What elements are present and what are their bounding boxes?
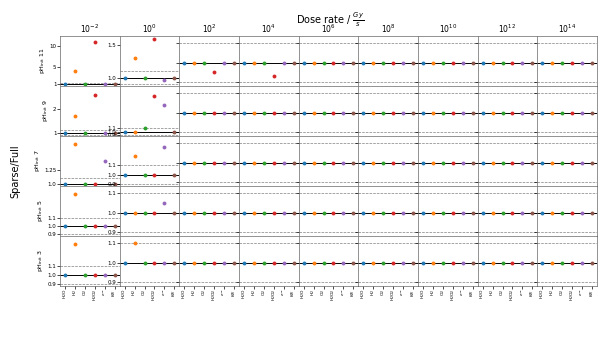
Y-axis label: pH$_{\mathrm{init}}$ 9: pH$_{\mathrm{init}}$ 9 [41,99,50,122]
Title: $10^{8}$: $10^{8}$ [381,22,395,35]
Title: $10^{0}$: $10^{0}$ [142,22,157,35]
Title: $10^{12}$: $10^{12}$ [499,22,517,35]
Title: $10^{6}$: $10^{6}$ [321,22,336,35]
Title: $10^{4}$: $10^{4}$ [262,22,276,35]
Text: Dose rate / $\frac{Gy}{s}$: Dose rate / $\frac{Gy}{s}$ [296,11,364,29]
Y-axis label: pH$_{\mathrm{init}}$ 11: pH$_{\mathrm{init}}$ 11 [38,47,47,74]
Y-axis label: pH$_{\mathrm{init}}$ 3: pH$_{\mathrm{init}}$ 3 [36,249,45,272]
Title: $10^{-2}$: $10^{-2}$ [80,22,100,35]
Y-axis label: pH$_{\mathrm{init}}$ 5: pH$_{\mathrm{init}}$ 5 [36,199,45,222]
Title: $10^{14}$: $10^{14}$ [558,22,576,35]
Title: $10^{10}$: $10^{10}$ [439,22,457,35]
Title: $10^{2}$: $10^{2}$ [202,22,217,35]
Text: Sparse/Full: Sparse/Full [10,145,20,198]
Y-axis label: pH$_{\mathrm{init}}$ 7: pH$_{\mathrm{init}}$ 7 [32,149,41,172]
